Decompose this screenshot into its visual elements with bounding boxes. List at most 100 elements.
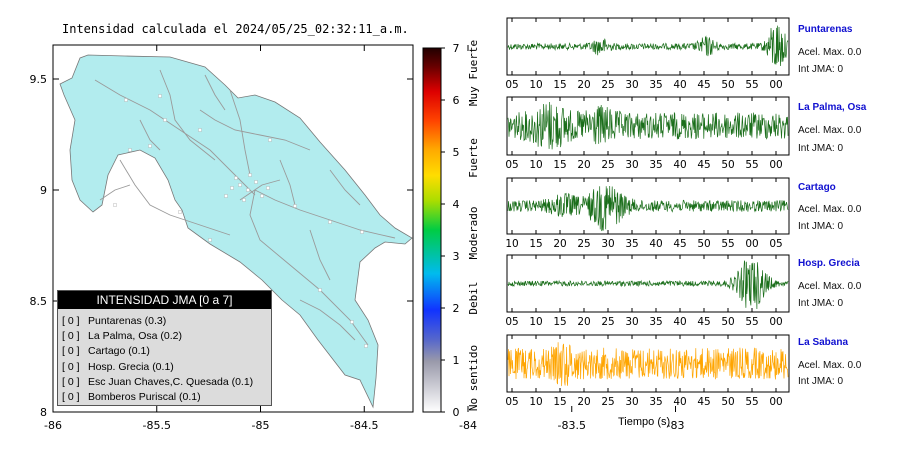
- road: [329, 169, 361, 206]
- time-tick-label: 25: [601, 396, 614, 408]
- colorbar-tick-label: 7: [453, 42, 460, 55]
- colorbar-category-label: No sentido: [467, 345, 480, 411]
- time-tick-label: 30: [625, 79, 638, 91]
- legend-row: [ 0 ] Cartago (0.1): [62, 344, 271, 359]
- station-marker: [128, 148, 132, 152]
- station-marker: [242, 198, 246, 202]
- time-tick-label: 50: [721, 316, 734, 328]
- road: [254, 189, 396, 239]
- station-marker: [158, 94, 162, 98]
- time-tick-label: 15: [529, 238, 542, 250]
- station-marker: [328, 220, 332, 224]
- station-name: Cartago: [798, 182, 836, 193]
- legend-station: Esc Juan Chaves,C. Quesada (0.1): [88, 375, 254, 388]
- road: [299, 299, 356, 341]
- time-tick-label: 25: [601, 159, 614, 171]
- colorbar-category-label: Fuerte: [467, 138, 480, 178]
- road: [249, 189, 369, 346]
- time-tick-label: 00: [769, 79, 782, 91]
- road: [279, 159, 296, 206]
- road: [229, 89, 251, 176]
- station-marker: [268, 138, 272, 142]
- time-tick-label: 25: [601, 316, 614, 328]
- time-tick-label: 25: [601, 79, 614, 91]
- lon-tick-label: -85.5: [143, 419, 171, 432]
- legend-intensity: [ 0 ]: [62, 315, 80, 327]
- lat-tick-label: 8.5: [30, 295, 48, 308]
- intensity-colorbar: [422, 47, 442, 413]
- time-tick-label: 50: [721, 79, 734, 91]
- time-tick-label: 30: [625, 396, 638, 408]
- map-axis-ticks: -86-85.5-85-84.5-84-83.5-831110.5109.598…: [30, 45, 684, 432]
- legend-intensity: [ 0 ]: [62, 360, 80, 373]
- station-marker: [350, 320, 354, 324]
- station-marker: [293, 204, 297, 208]
- colorbar-tick-label: 2: [453, 302, 460, 315]
- lon-tick-label: -85: [252, 419, 270, 432]
- time-tick-label: 55: [745, 396, 758, 408]
- station-marker: [230, 186, 234, 190]
- legend-station: Hosp. Grecia (0.1): [88, 360, 174, 373]
- time-tick-label: 20: [577, 316, 590, 328]
- waveform-line: [507, 342, 789, 387]
- station-marker: [238, 183, 242, 187]
- time-tick-label: 35: [649, 79, 662, 91]
- station-int: Int JMA: 0: [798, 64, 844, 75]
- road: [239, 179, 281, 201]
- station-marker: [148, 144, 152, 148]
- costa-rica-landmass: [59, 54, 413, 409]
- legend-row: [ 0 ] Puntarenas (0.3): [62, 314, 271, 329]
- road: [94, 79, 256, 196]
- time-tick-label: 50: [721, 396, 734, 408]
- time-tick-label: 00: [769, 396, 782, 408]
- station-int: Int JMA: 0: [798, 298, 844, 309]
- station-int: Int JMA: 0: [798, 143, 844, 154]
- waveform-line: [507, 25, 789, 67]
- time-tick-label: 20: [553, 238, 566, 250]
- time-tick-label: 20: [577, 79, 590, 91]
- time-tick-label: 40: [673, 79, 686, 91]
- road: [159, 69, 216, 161]
- time-tick-label: 30: [625, 159, 638, 171]
- legend-intensity: [ 0 ]: [62, 390, 80, 403]
- legend-station: Puntarenas (0.3): [88, 315, 167, 327]
- trace-panel-5: 05 10 15 20 25 30 35 40 45 50 55 00: [505, 334, 790, 408]
- intensity-legend: INTENSIDAD JMA [0 a 7] [ 0 ] Puntarenas (…: [57, 290, 272, 406]
- time-tick-label: 20: [577, 396, 590, 408]
- station-marker: [266, 186, 270, 190]
- waveform-line: [507, 185, 789, 232]
- legend-row: [ 0 ] Bomberos Puriscal (0.1): [62, 390, 271, 405]
- time-tick-label: 55: [745, 159, 758, 171]
- time-tick-label: 15: [553, 396, 566, 408]
- station-marker: [178, 210, 182, 214]
- station-marker: [254, 180, 258, 184]
- time-tick-label: 10: [529, 396, 542, 408]
- station-marker: [260, 194, 264, 198]
- road: [139, 119, 161, 151]
- road: [199, 109, 311, 151]
- time-tick-label: 20: [577, 159, 590, 171]
- station-int: Int JMA: 0: [798, 221, 844, 232]
- station-acel: Acel. Max. 0.0: [798, 125, 862, 136]
- legend-title: INTENSIDAD JMA [0 a 7]: [58, 291, 271, 309]
- time-tick-label: 45: [697, 159, 710, 171]
- station-acel: Acel. Max. 0.0: [798, 47, 862, 58]
- station-marker: [360, 230, 364, 234]
- road-network: [94, 69, 396, 348]
- time-tick-label: 35: [649, 316, 662, 328]
- lon-tick-label: -83.5: [558, 419, 586, 432]
- colorbar-tick-label: 3: [453, 250, 460, 263]
- trace-panel-2: 05 10 15 20 25 30 35 40 45 50 55 00: [505, 96, 790, 171]
- station-acel: Acel. Max. 0.0: [798, 281, 862, 292]
- time-tick-label: 10: [529, 79, 542, 91]
- station-marker: [364, 344, 368, 348]
- time-tick-label: 55: [721, 238, 734, 250]
- lat-tick-label: 8: [40, 406, 47, 419]
- waveform-traces: 05 10 15 20 25 30 35 40 45 50 55 00 05 10 15 20 25 30 35 40…: [505, 17, 790, 408]
- colorbar-tick-label: 0: [453, 406, 460, 419]
- station-marker: [318, 288, 322, 292]
- trace-frame: [506, 254, 790, 313]
- trace-panel-3: 10 15 20 25 30 35 40 45 50 55 00 05: [505, 177, 790, 250]
- station-int: Int JMA: 0: [798, 376, 844, 387]
